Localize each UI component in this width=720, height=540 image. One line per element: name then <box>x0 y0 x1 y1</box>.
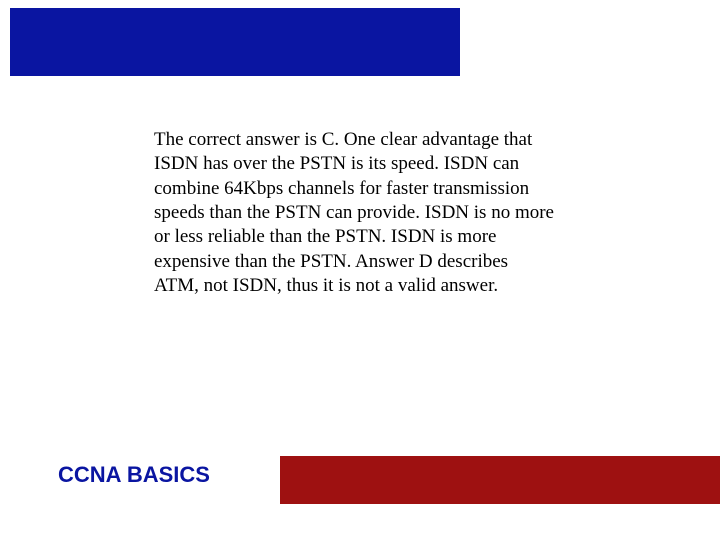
top-banner <box>10 8 460 76</box>
bottom-banner <box>280 456 720 504</box>
answer-explanation-text: The correct answer is C. One clear advan… <box>154 128 554 298</box>
footer-title: CCNA BASICS <box>58 462 210 488</box>
